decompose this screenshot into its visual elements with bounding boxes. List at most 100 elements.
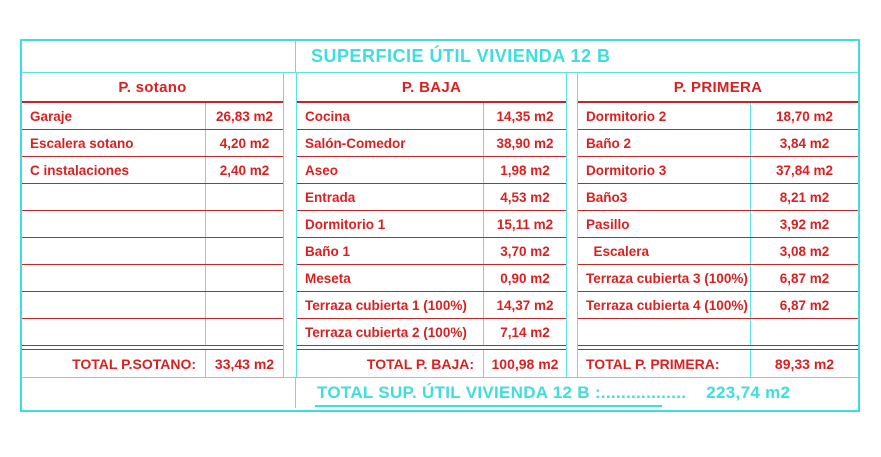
room-area-value: 15,11 m2 [496,216,554,232]
room-area-value: 14,37 m2 [496,297,554,313]
area-row: Baño3 8,21 m2 [578,184,858,211]
room-label [22,265,206,291]
room-area-value: 3,84 m2 [779,135,830,151]
panel-total-row: TOTAL P. BAJA: 100,98 m2 [297,350,566,378]
room-label: Baño 2 [578,130,751,156]
room-area-value: 6,87 m2 [779,297,830,313]
room-area-value: 26,83 m2 [215,108,274,124]
area-row [22,292,283,319]
room-label: Dormitorio 1 [297,211,484,237]
area-row: Garaje 26,83 m2 [22,103,283,130]
room-area-value: 18,70 m2 [775,108,834,124]
area-row [22,319,283,346]
panel-total-value: 89,33 m2 [774,356,835,372]
room-label: Terraza cubierta 4 (100%) [578,292,751,318]
area-row: Entrada 4,53 m2 [297,184,566,211]
table-title: SUPERFICIE ÚTIL VIVIENDA 12 B [311,46,611,66]
area-row [578,319,858,346]
floor-panels: P. sotano Garaje 26,83 m2 Escalera sotano 4,… [22,73,858,378]
room-label: Escalera [578,238,751,264]
area-row: Pasillo 3,92 m2 [578,211,858,238]
room-area-value [206,211,283,237]
room-area-value [206,292,283,318]
area-row: Cocina 14,35 m2 [297,103,566,130]
area-row: Terraza cubierta 3 (100%) 6,87 m2 [578,265,858,292]
area-row: Escalera 3,08 m2 [578,238,858,265]
double-rule [22,346,283,350]
area-row [22,265,283,292]
room-area-value [751,319,858,345]
panel-p-sotano: P. sotano Garaje 26,83 m2 Escalera sotano 4,… [22,73,284,378]
area-row: Aseo 1,98 m2 [297,157,566,184]
room-label: Cocina [297,103,484,129]
panel-total-label: TOTAL P.SOTANO: [22,350,206,378]
area-row: Meseta 0,90 m2 [297,265,566,292]
area-row [22,238,283,265]
panel-header: P. BAJA [297,73,566,103]
room-label: Entrada [297,184,484,210]
grand-total-cell: TOTAL SUP. ÚTIL VIVIENDA 12 B :.........… [296,378,858,408]
room-area-value: 37,84 m2 [775,162,834,178]
room-area-value: 38,90 m2 [496,135,554,151]
room-label [22,184,206,210]
room-area-value: 3,70 m2 [500,243,550,259]
room-area-value: 6,87 m2 [779,270,830,286]
room-label: Baño 1 [297,238,484,264]
room-label: Terraza cubierta 3 (100%) [578,265,751,291]
room-label: Baño3 [578,184,751,210]
room-label: C instalaciones [22,157,206,183]
room-label: Pasillo [578,211,751,237]
panel-total-row: TOTAL P.SOTANO: 33,43 m2 [22,350,283,378]
room-label [22,292,206,318]
panel-total-label: TOTAL P. BAJA: [297,350,484,378]
room-area-value [206,319,283,345]
room-area-value [206,265,283,291]
area-row: Terraza cubierta 2 (100%) 7,14 m2 [297,319,566,346]
panel-p-primera: P. PRIMERA Dormitorio 2 18,70 m2 Baño 2 3,84… [577,73,858,378]
room-area-value: 4,20 m2 [219,135,270,151]
room-label: Aseo [297,157,484,183]
room-label: Terraza cubierta 1 (100%) [297,292,484,318]
area-row: Baño 1 3,70 m2 [297,238,566,265]
room-label: Salón-Comedor [297,130,484,156]
room-area-value: 4,53 m2 [500,189,550,205]
room-area-value: 14,35 m2 [496,108,554,124]
room-area-value [206,238,283,264]
area-row: Terraza cubierta 1 (100%) 14,37 m2 [297,292,566,319]
superficie-util-table: SUPERFICIE ÚTIL VIVIENDA 12 B P. sotano G… [20,39,860,412]
room-label: Dormitorio 2 [578,103,751,129]
panel-header: P. sotano [22,73,283,103]
panel-total-value: 100,98 m2 [491,356,559,372]
room-area-value [206,184,283,210]
grand-total-row: TOTAL SUP. ÚTIL VIVIENDA 12 B :.........… [22,378,858,408]
grand-total-value: 223,74 m2 [706,383,791,402]
room-area-value: 3,92 m2 [779,216,830,232]
room-label [22,319,206,345]
title-empty-cell [22,41,296,72]
room-label [22,211,206,237]
room-label: Terraza cubierta 2 (100%) [297,319,484,345]
room-area-value: 8,21 m2 [779,189,830,205]
room-label: Meseta [297,265,484,291]
area-row [22,184,283,211]
grand-total-underline [315,405,662,407]
double-rule [297,346,566,350]
room-area-value: 0,90 m2 [500,270,550,286]
room-area-value: 1,98 m2 [500,162,550,178]
room-area-value: 2,40 m2 [219,162,270,178]
panel-total-value: 33,43 m2 [214,356,275,372]
area-row: Terraza cubierta 4 (100%) 6,87 m2 [578,292,858,319]
grand-total-label: TOTAL SUP. ÚTIL VIVIENDA 12 B :.........… [317,383,687,402]
panel-total-label: TOTAL P. PRIMERA: [578,350,751,378]
panel-p-baja: P. BAJA Cocina 14,35 m2 Salón-Comedor 38,90 … [296,73,567,378]
room-label [578,319,751,345]
area-row: Dormitorio 3 37,84 m2 [578,157,858,184]
room-label: Garaje [22,103,206,129]
title-row: SUPERFICIE ÚTIL VIVIENDA 12 B [22,41,858,73]
grand-total-empty-cell [22,378,296,408]
area-row: Escalera sotano 4,20 m2 [22,130,283,157]
room-area-value: 7,14 m2 [500,324,550,340]
room-label: Escalera sotano [22,130,206,156]
area-row: Baño 2 3,84 m2 [578,130,858,157]
